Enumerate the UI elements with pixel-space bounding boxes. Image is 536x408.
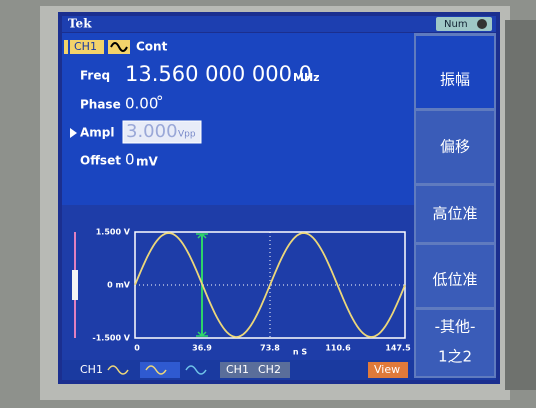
param-value: 0 bbox=[125, 151, 135, 169]
channel-mode: Cont bbox=[136, 40, 168, 54]
param-value: 13.560 000 000 0 bbox=[125, 62, 312, 86]
amp-marker bbox=[72, 270, 78, 300]
param-unit: ° bbox=[156, 93, 164, 111]
ch-marker bbox=[64, 40, 68, 54]
side-keys bbox=[505, 20, 536, 390]
param-label: Offset bbox=[80, 154, 121, 168]
channel: CH1 bbox=[74, 40, 97, 53]
x-unit: n S bbox=[293, 348, 307, 357]
tab[interactable]: CH2 bbox=[258, 363, 281, 376]
tab[interactable]: CH1 bbox=[226, 363, 249, 376]
x-label: 147.5 bbox=[385, 344, 411, 353]
x-label: 0 bbox=[134, 344, 140, 353]
tab[interactable]: View bbox=[374, 363, 400, 376]
mode: Num bbox=[444, 19, 468, 30]
mode-icon bbox=[477, 19, 487, 29]
param-value: 3.000 bbox=[126, 121, 178, 142]
y-label: 1.500 V bbox=[96, 228, 131, 237]
menu-label: 偏移 bbox=[440, 138, 470, 156]
page-indicator: 1之2 bbox=[438, 348, 472, 366]
y-label: 0 mV bbox=[107, 281, 131, 290]
param-label: Phase bbox=[80, 98, 121, 112]
x-label: 110.6 bbox=[325, 344, 351, 353]
menu-label: -其他- bbox=[435, 318, 476, 336]
param-label: Ampl bbox=[80, 126, 115, 140]
menu-label: 高位准 bbox=[432, 205, 477, 223]
param-unit: MHz bbox=[293, 71, 320, 84]
menu-label: 振幅 bbox=[440, 71, 470, 89]
param-unit: mV bbox=[136, 155, 159, 169]
param-unit: Vpp bbox=[178, 130, 196, 140]
tab[interactable]: CH1 bbox=[80, 363, 103, 376]
x-label: 36.9 bbox=[192, 344, 212, 353]
x-label: 73.8 bbox=[260, 344, 280, 353]
device-photo: Tek Num CH1 Cont Freq 13.560 000 000 0 M… bbox=[0, 0, 536, 408]
brand: Tek bbox=[68, 17, 92, 31]
top-bar bbox=[62, 16, 496, 32]
menu-label: 低位准 bbox=[432, 271, 477, 289]
y-label: -1.500 V bbox=[92, 334, 130, 343]
param-value: 0.00 bbox=[125, 95, 158, 113]
param-label: Freq bbox=[80, 69, 110, 83]
